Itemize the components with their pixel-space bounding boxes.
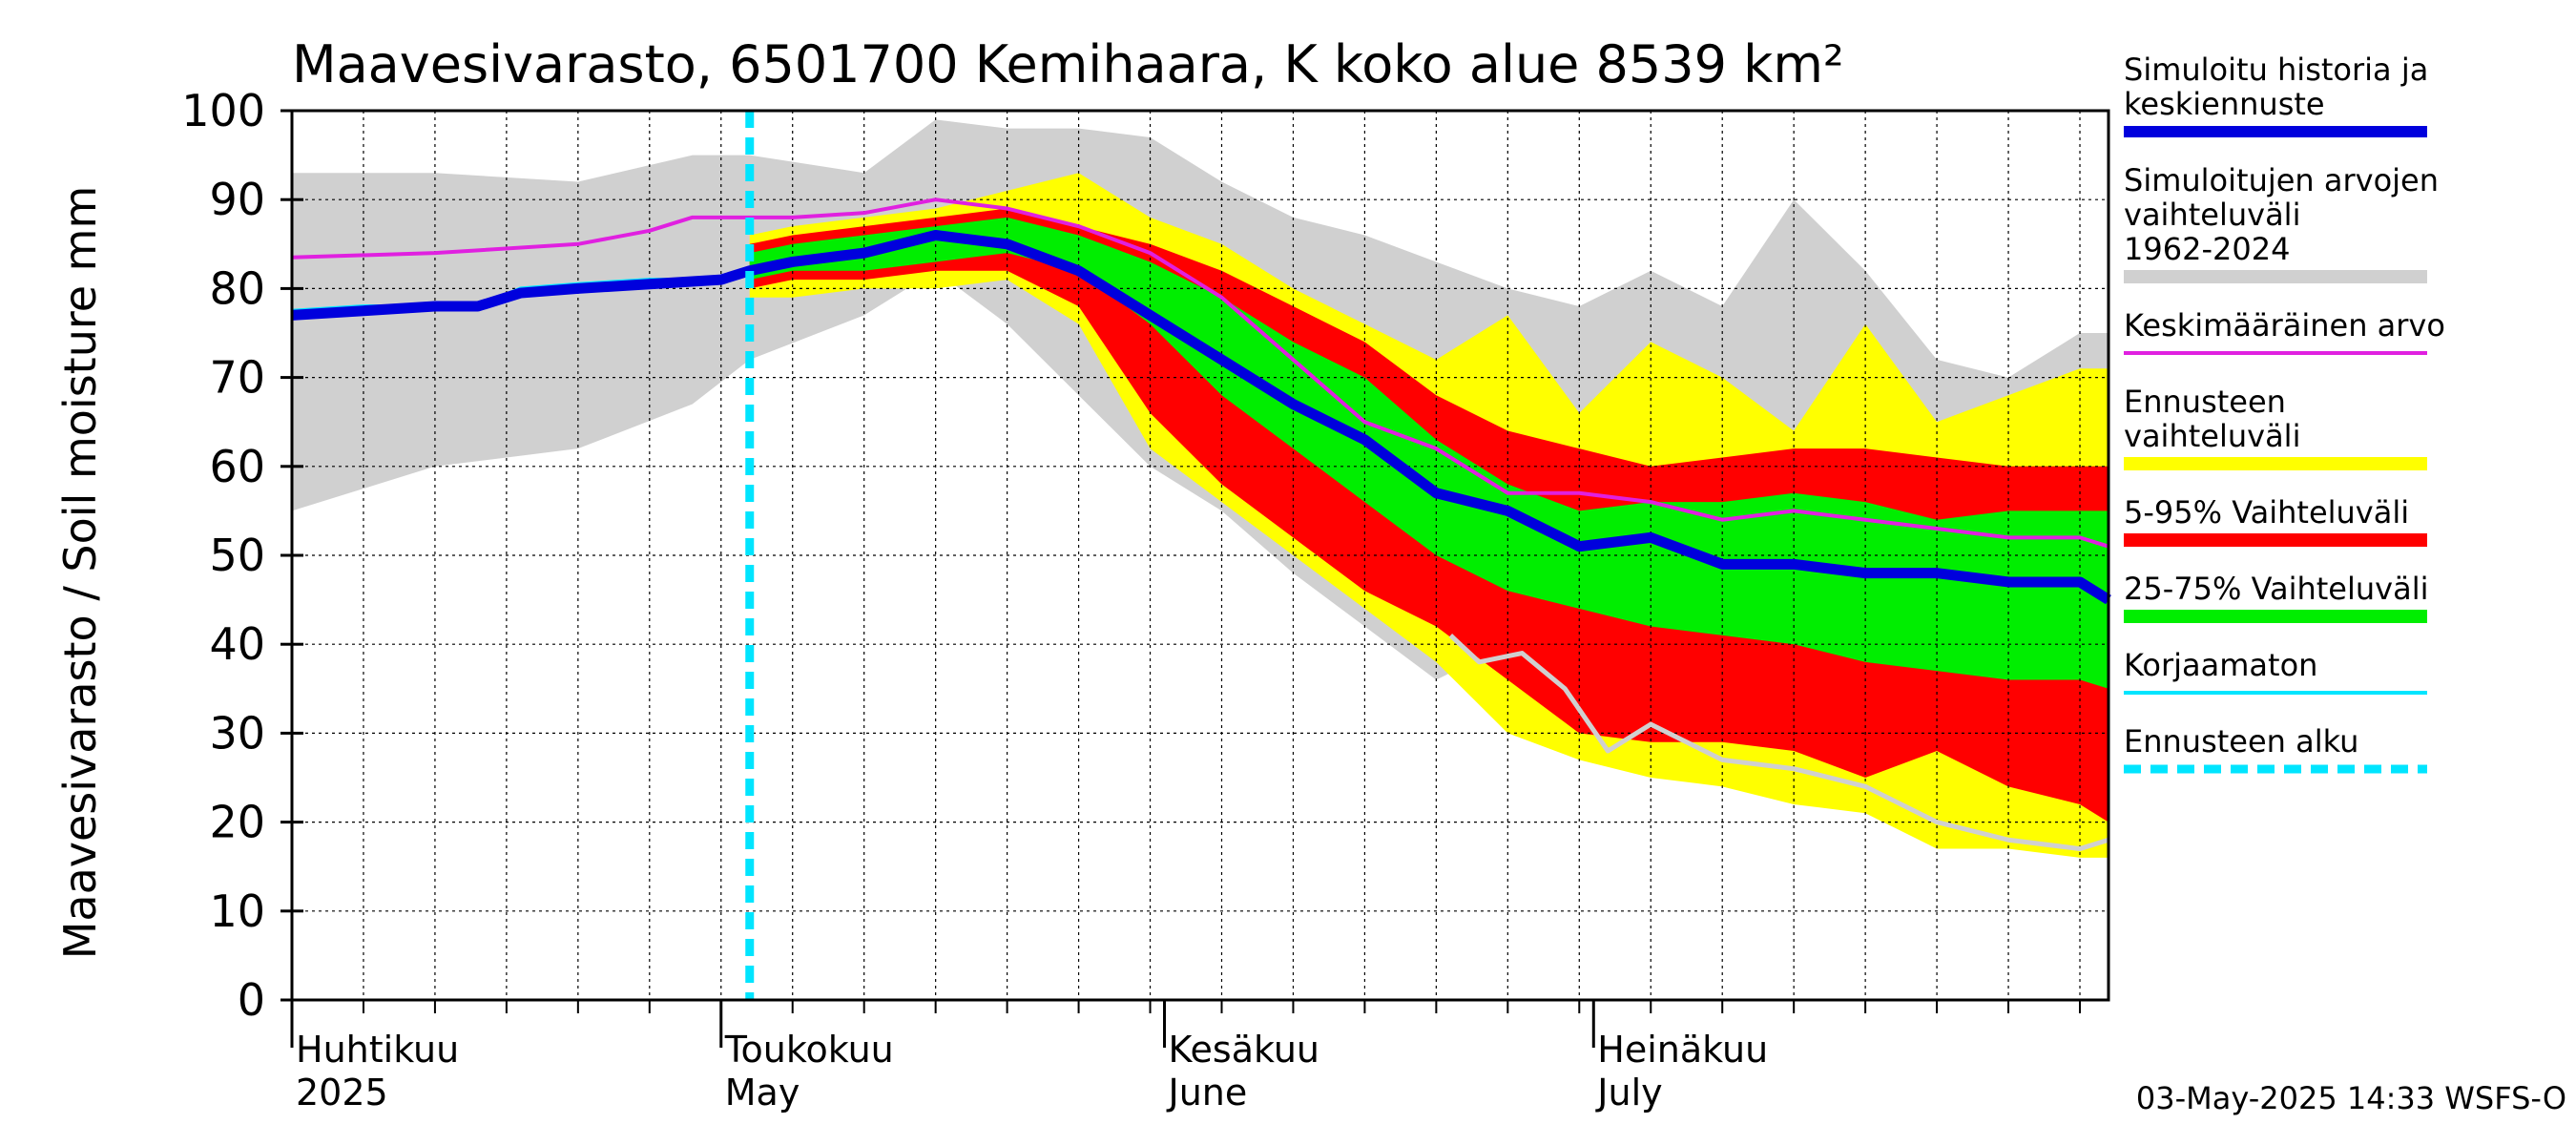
- x-month-sublabel: 2025: [296, 1072, 388, 1114]
- x-month-sublabel: June: [1167, 1072, 1248, 1114]
- legend-label: vaihteluväli: [2124, 197, 2300, 233]
- legend-label: vaihteluväli: [2124, 418, 2300, 454]
- y-tick-label: 50: [209, 530, 265, 581]
- legend-label: Keskimääräinen arvo: [2124, 307, 2445, 344]
- y-tick-label: 30: [209, 707, 265, 759]
- y-axis-label: Maavesivarasto / Soil moisture mm: [54, 186, 106, 960]
- chart-title: Maavesivarasto, 6501700 Kemihaara, K kok…: [292, 34, 1844, 94]
- footer-timestamp: 03-May-2025 14:33 WSFS-O: [2136, 1080, 2566, 1116]
- y-tick-label: 60: [209, 441, 265, 492]
- x-month-label: Toukokuu: [724, 1029, 894, 1071]
- line-pienin-skenaario: [1448, 634, 2109, 852]
- legend-label: keskiennuste: [2124, 86, 2325, 122]
- y-tick-label: 40: [209, 618, 265, 670]
- x-month-label: Heinäkuu: [1597, 1029, 1768, 1071]
- y-tick-label: 80: [209, 262, 265, 314]
- series-lines: [291, 111, 2111, 1000]
- y-tick-label: 70: [209, 352, 265, 404]
- y-tick-label: 90: [209, 174, 265, 225]
- legend-label: 1962-2024: [2124, 231, 2290, 267]
- y-tick-label: 100: [181, 85, 265, 136]
- grid: [292, 111, 2109, 1000]
- x-month-sublabel: May: [725, 1072, 800, 1114]
- x-month-label: Huhtikuu: [296, 1029, 459, 1071]
- range-bands: [292, 119, 2109, 858]
- legend-label: 25-75% Vaihteluväli: [2124, 571, 2428, 607]
- band-25-75-vaihteluvali: [749, 217, 2109, 689]
- y-tick-label: 20: [209, 797, 265, 848]
- y-tick-label: 0: [238, 974, 265, 1026]
- legend-label: 5-95% Vaihteluväli: [2124, 494, 2409, 531]
- legend-label: Ennusteen: [2124, 384, 2286, 420]
- legend-label: Ennusteen alku: [2124, 723, 2358, 760]
- line-keskimaarainen-arvo: [291, 198, 2109, 549]
- legend-label: Korjaamaton: [2124, 647, 2317, 683]
- y-tick-label: 10: [209, 885, 265, 937]
- x-month-sublabel: July: [1595, 1072, 1662, 1114]
- legend-label: Simuloitujen arvojen: [2124, 162, 2439, 198]
- legend-label: Simuloitu historia ja: [2124, 52, 2428, 88]
- x-month-label: Kesäkuu: [1169, 1029, 1320, 1071]
- line-simuloitu-historia-ja-keskiennuste: [291, 229, 2111, 605]
